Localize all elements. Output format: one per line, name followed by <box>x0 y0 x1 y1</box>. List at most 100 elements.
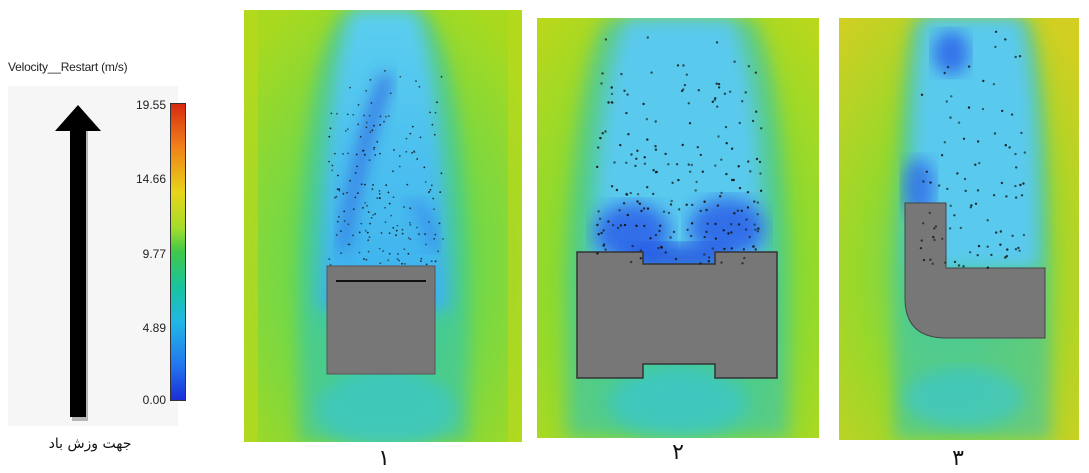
particle-dot <box>976 140 980 143</box>
particle-dot <box>667 211 671 215</box>
particle-dot <box>1004 38 1007 41</box>
particle-dot <box>387 191 390 194</box>
particle-dot <box>362 207 364 209</box>
particle-dot <box>974 163 977 166</box>
particle-dot <box>413 150 415 153</box>
particle-dot <box>431 123 434 126</box>
particle-dot <box>699 209 702 213</box>
particle-dot <box>379 124 381 126</box>
particle-dot <box>406 183 409 186</box>
particle-dot <box>602 244 605 247</box>
particle-dot <box>597 210 600 213</box>
particle-dot <box>378 247 381 250</box>
particle-dot <box>604 248 607 251</box>
particle-dot <box>659 224 662 227</box>
particle-dot <box>371 129 374 132</box>
particle-dot <box>646 36 649 39</box>
particle-dot <box>388 252 391 255</box>
particle-dot <box>436 101 438 104</box>
particle-dot <box>931 262 934 265</box>
particle-dot <box>611 224 615 227</box>
particle-dot <box>649 237 652 240</box>
particle-dot <box>372 184 374 186</box>
particle-dot <box>933 238 936 242</box>
particle-dot <box>687 102 690 105</box>
particle-dot <box>662 210 666 213</box>
particle-dot <box>703 200 706 203</box>
particle-dot <box>625 111 628 115</box>
particle-dot <box>428 221 430 223</box>
particle-dot <box>755 157 759 161</box>
particle-dot <box>699 153 702 157</box>
particle-dot <box>664 251 667 254</box>
particle-dot <box>411 125 414 128</box>
particle-dot <box>967 106 971 109</box>
particle-dot <box>725 172 728 176</box>
particle-dot <box>922 222 925 225</box>
particle-dot <box>654 233 658 237</box>
particle-dot <box>329 127 332 130</box>
particle-dot <box>597 233 600 236</box>
particle-dot <box>425 243 427 246</box>
particle-dot <box>1020 194 1024 197</box>
particle-dot <box>364 229 367 232</box>
particle-dot <box>929 181 932 184</box>
particle-dot <box>946 65 950 69</box>
particle-dot <box>354 196 357 199</box>
particle-dot <box>685 73 688 76</box>
particle-dot <box>919 247 923 250</box>
particle-dot <box>748 235 751 239</box>
particle-dot <box>1010 113 1014 116</box>
particle-dot <box>657 246 660 250</box>
particle-dot <box>610 92 614 96</box>
particle-dot <box>950 95 953 98</box>
particle-dot <box>346 191 348 194</box>
particle-dot <box>669 203 673 206</box>
particle-dot <box>367 239 370 242</box>
particle-dot <box>367 211 370 214</box>
particle-dot <box>411 151 413 154</box>
particle-dot <box>953 260 957 264</box>
particle-dot <box>349 179 351 182</box>
particle-dot <box>981 107 985 111</box>
particle-dot <box>758 160 762 164</box>
particle-dot <box>371 188 374 191</box>
particle-dot <box>732 178 735 182</box>
particle-dot <box>387 115 390 117</box>
particle-dot <box>1018 249 1021 252</box>
particle-dot <box>642 207 646 210</box>
particle-dot <box>744 91 747 94</box>
particle-dot <box>643 156 646 159</box>
particle-dot <box>379 197 381 200</box>
particle-dot <box>610 185 614 188</box>
particle-dot <box>340 230 342 233</box>
particle-dot <box>418 233 420 236</box>
particle-dot <box>334 196 336 199</box>
particle-dot <box>382 250 384 253</box>
particle-dot <box>717 135 720 138</box>
particle-dot <box>405 150 408 153</box>
particle-dot <box>723 247 726 251</box>
particle-dot <box>369 79 372 81</box>
particle-dot <box>352 208 355 211</box>
particle-dot <box>409 207 412 210</box>
particle-dot <box>755 110 758 113</box>
particle-dot <box>675 163 679 166</box>
particle-dot <box>329 263 332 266</box>
particle-dot <box>616 226 620 230</box>
particle-dot <box>395 229 398 232</box>
particle-dot <box>724 125 728 129</box>
particle-dot <box>928 211 931 215</box>
particle-dot <box>378 192 381 195</box>
particle-dot <box>1000 181 1004 185</box>
particle-dot <box>399 75 402 78</box>
particle-dot <box>430 184 433 187</box>
particle-dot <box>373 146 376 149</box>
particle-dot <box>423 166 426 169</box>
particle-dot <box>374 154 377 156</box>
particle-dot <box>392 170 394 173</box>
particle-dot <box>995 231 998 234</box>
particle-dot <box>993 132 997 135</box>
particle-dot <box>645 118 649 121</box>
particle-dot <box>328 258 331 260</box>
